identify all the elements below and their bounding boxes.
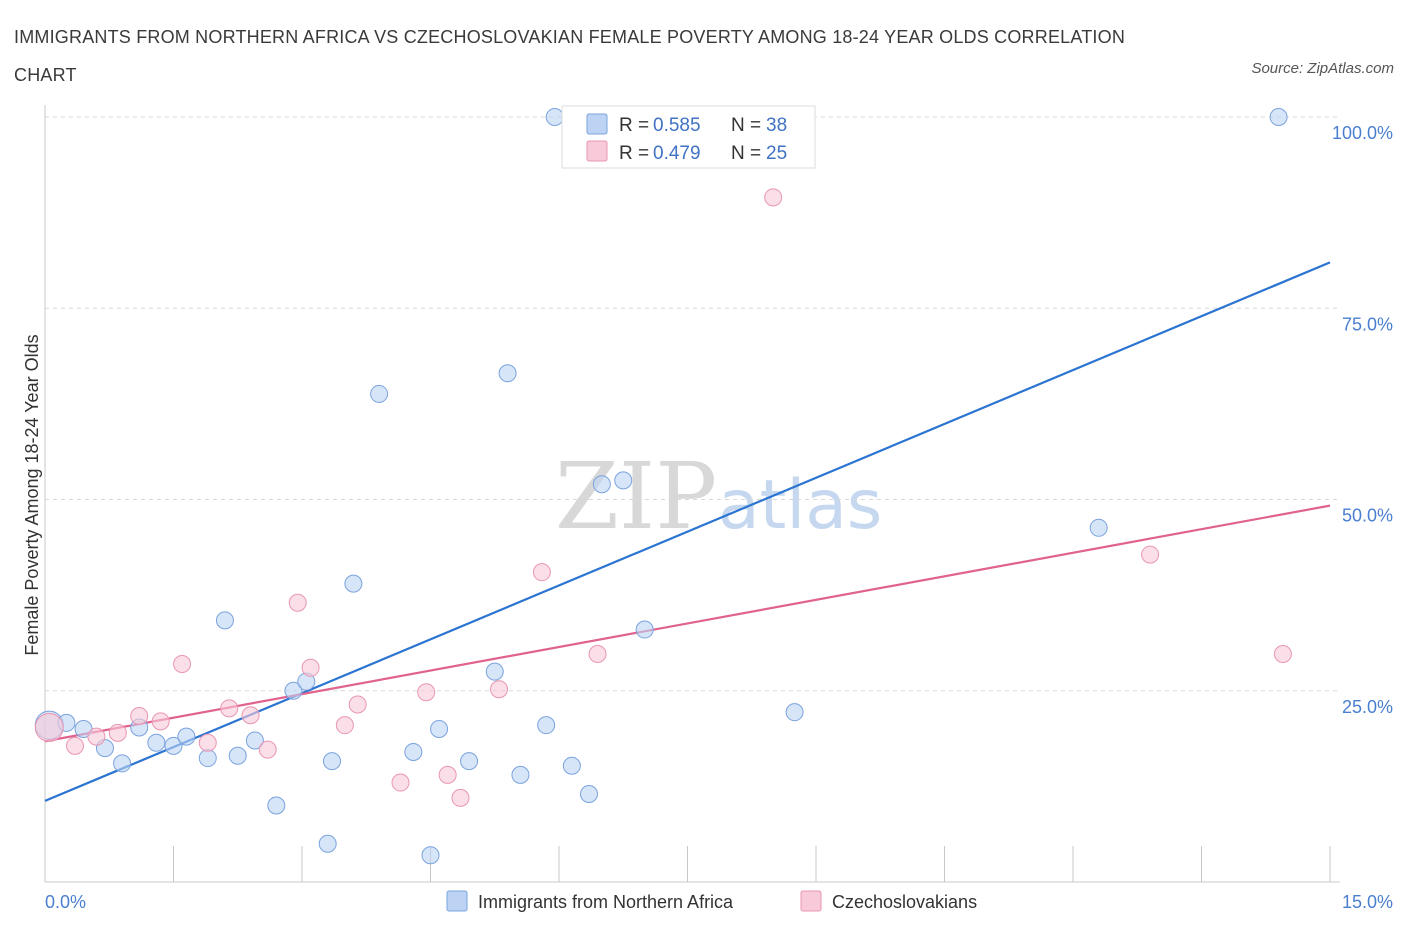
point-pink xyxy=(391,773,410,792)
legend-r-value-pink: 0.479 xyxy=(653,143,701,164)
point-blue xyxy=(113,754,132,773)
bottom-legend-label-blue: Immigrants from Northern Africa xyxy=(478,892,734,912)
point-pink xyxy=(490,680,509,699)
point-pink xyxy=(301,658,320,677)
point-blue xyxy=(370,384,389,403)
gridlines xyxy=(45,116,1340,692)
bottom-legend: Immigrants from Northern Africa Czechosl… xyxy=(446,890,977,912)
point-blue xyxy=(430,720,449,738)
legend-r-label-pink: R = xyxy=(619,143,649,164)
point-blue xyxy=(164,736,183,755)
point-pink xyxy=(130,706,149,725)
y-tick-label: 25.0% xyxy=(1342,697,1393,717)
point-blue xyxy=(318,834,337,853)
point-pink xyxy=(1141,545,1160,564)
y-tick-label: 75.0% xyxy=(1342,314,1393,334)
point-blue xyxy=(614,471,633,490)
bottom-legend-swatch-pink xyxy=(800,890,822,912)
point-blue xyxy=(284,681,303,700)
trendline-blue xyxy=(44,261,1331,802)
point-blue xyxy=(344,574,363,593)
trendlines xyxy=(44,261,1331,802)
point-pink xyxy=(108,723,127,742)
source-label: Source: ZipAtlas.com xyxy=(1251,60,1394,77)
point-pink xyxy=(288,593,307,612)
point-pink xyxy=(34,712,64,742)
watermark-zip: ZIP xyxy=(555,443,717,550)
bottom-legend-swatch-blue xyxy=(446,890,468,912)
point-blue xyxy=(498,364,517,383)
point-pink xyxy=(151,712,170,731)
point-blue xyxy=(635,620,654,639)
point-pink xyxy=(348,695,367,714)
chart-title: IMMIGRANTS FROM NORTHERN AFRICA VS CZECH… xyxy=(14,27,1126,85)
point-blue xyxy=(404,742,423,761)
legend-n-value-blue: 38 xyxy=(766,115,787,136)
trendline-pink xyxy=(44,504,1331,743)
point-blue xyxy=(177,727,196,746)
legend-n-value-pink: 25 xyxy=(766,143,787,164)
point-pink xyxy=(258,740,277,759)
point-blue xyxy=(562,756,581,775)
x-tick-label-max: 15.0% xyxy=(1342,892,1393,912)
point-pink xyxy=(198,733,217,752)
point-pink xyxy=(1273,645,1292,664)
point-pink xyxy=(65,736,84,755)
point-pink xyxy=(764,188,783,207)
point-blue xyxy=(785,703,804,722)
point-pink xyxy=(241,706,260,725)
point-blue xyxy=(267,796,286,815)
point-pink xyxy=(451,788,470,807)
y-axis-title: Female Poverty Among 18-24 Year Olds xyxy=(22,334,42,655)
legend-r-label-blue: R = xyxy=(619,115,649,136)
axes xyxy=(44,105,1340,883)
point-blue xyxy=(485,662,504,681)
point-pink xyxy=(173,654,192,673)
point-pink xyxy=(220,699,239,718)
point-blue xyxy=(592,475,611,494)
point-pink xyxy=(87,727,106,746)
point-blue xyxy=(460,752,479,771)
y-tick-label: 50.0% xyxy=(1342,506,1393,526)
top-legend: R = 0.585 N = 38 R = 0.479 N = 25 xyxy=(561,105,816,169)
legend-n-label-pink: N = xyxy=(731,143,761,164)
point-blue xyxy=(198,749,217,768)
point-blue xyxy=(228,746,247,765)
point-blue xyxy=(421,846,440,865)
watermark-atlas: atlas xyxy=(718,466,882,545)
point-blue xyxy=(545,108,564,126)
legend-swatch-blue xyxy=(586,113,608,135)
point-blue xyxy=(322,752,341,771)
point-blue xyxy=(1269,108,1288,126)
legend-swatch-pink xyxy=(586,140,608,162)
point-blue xyxy=(1089,518,1108,537)
point-pink xyxy=(417,683,436,702)
legend-n-label-blue: N = xyxy=(731,115,761,136)
data-points xyxy=(34,108,1292,865)
point-pink xyxy=(438,765,457,784)
point-blue xyxy=(579,785,598,804)
point-blue xyxy=(147,733,166,752)
point-pink xyxy=(532,563,551,582)
point-pink xyxy=(335,716,354,735)
point-blue xyxy=(215,611,234,630)
tick-labels: 25.0% 50.0% 75.0% 100.0% 0.0% 15.0% xyxy=(45,123,1393,912)
point-blue xyxy=(537,716,556,735)
legend-r-value-blue: 0.585 xyxy=(653,115,701,136)
y-tick-label: 100.0% xyxy=(1332,123,1393,143)
point-blue xyxy=(245,731,264,750)
point-pink xyxy=(588,645,607,664)
point-blue xyxy=(511,765,530,784)
bottom-legend-label-pink: Czechoslovakians xyxy=(832,892,977,912)
x-tick-label-min: 0.0% xyxy=(45,892,86,912)
